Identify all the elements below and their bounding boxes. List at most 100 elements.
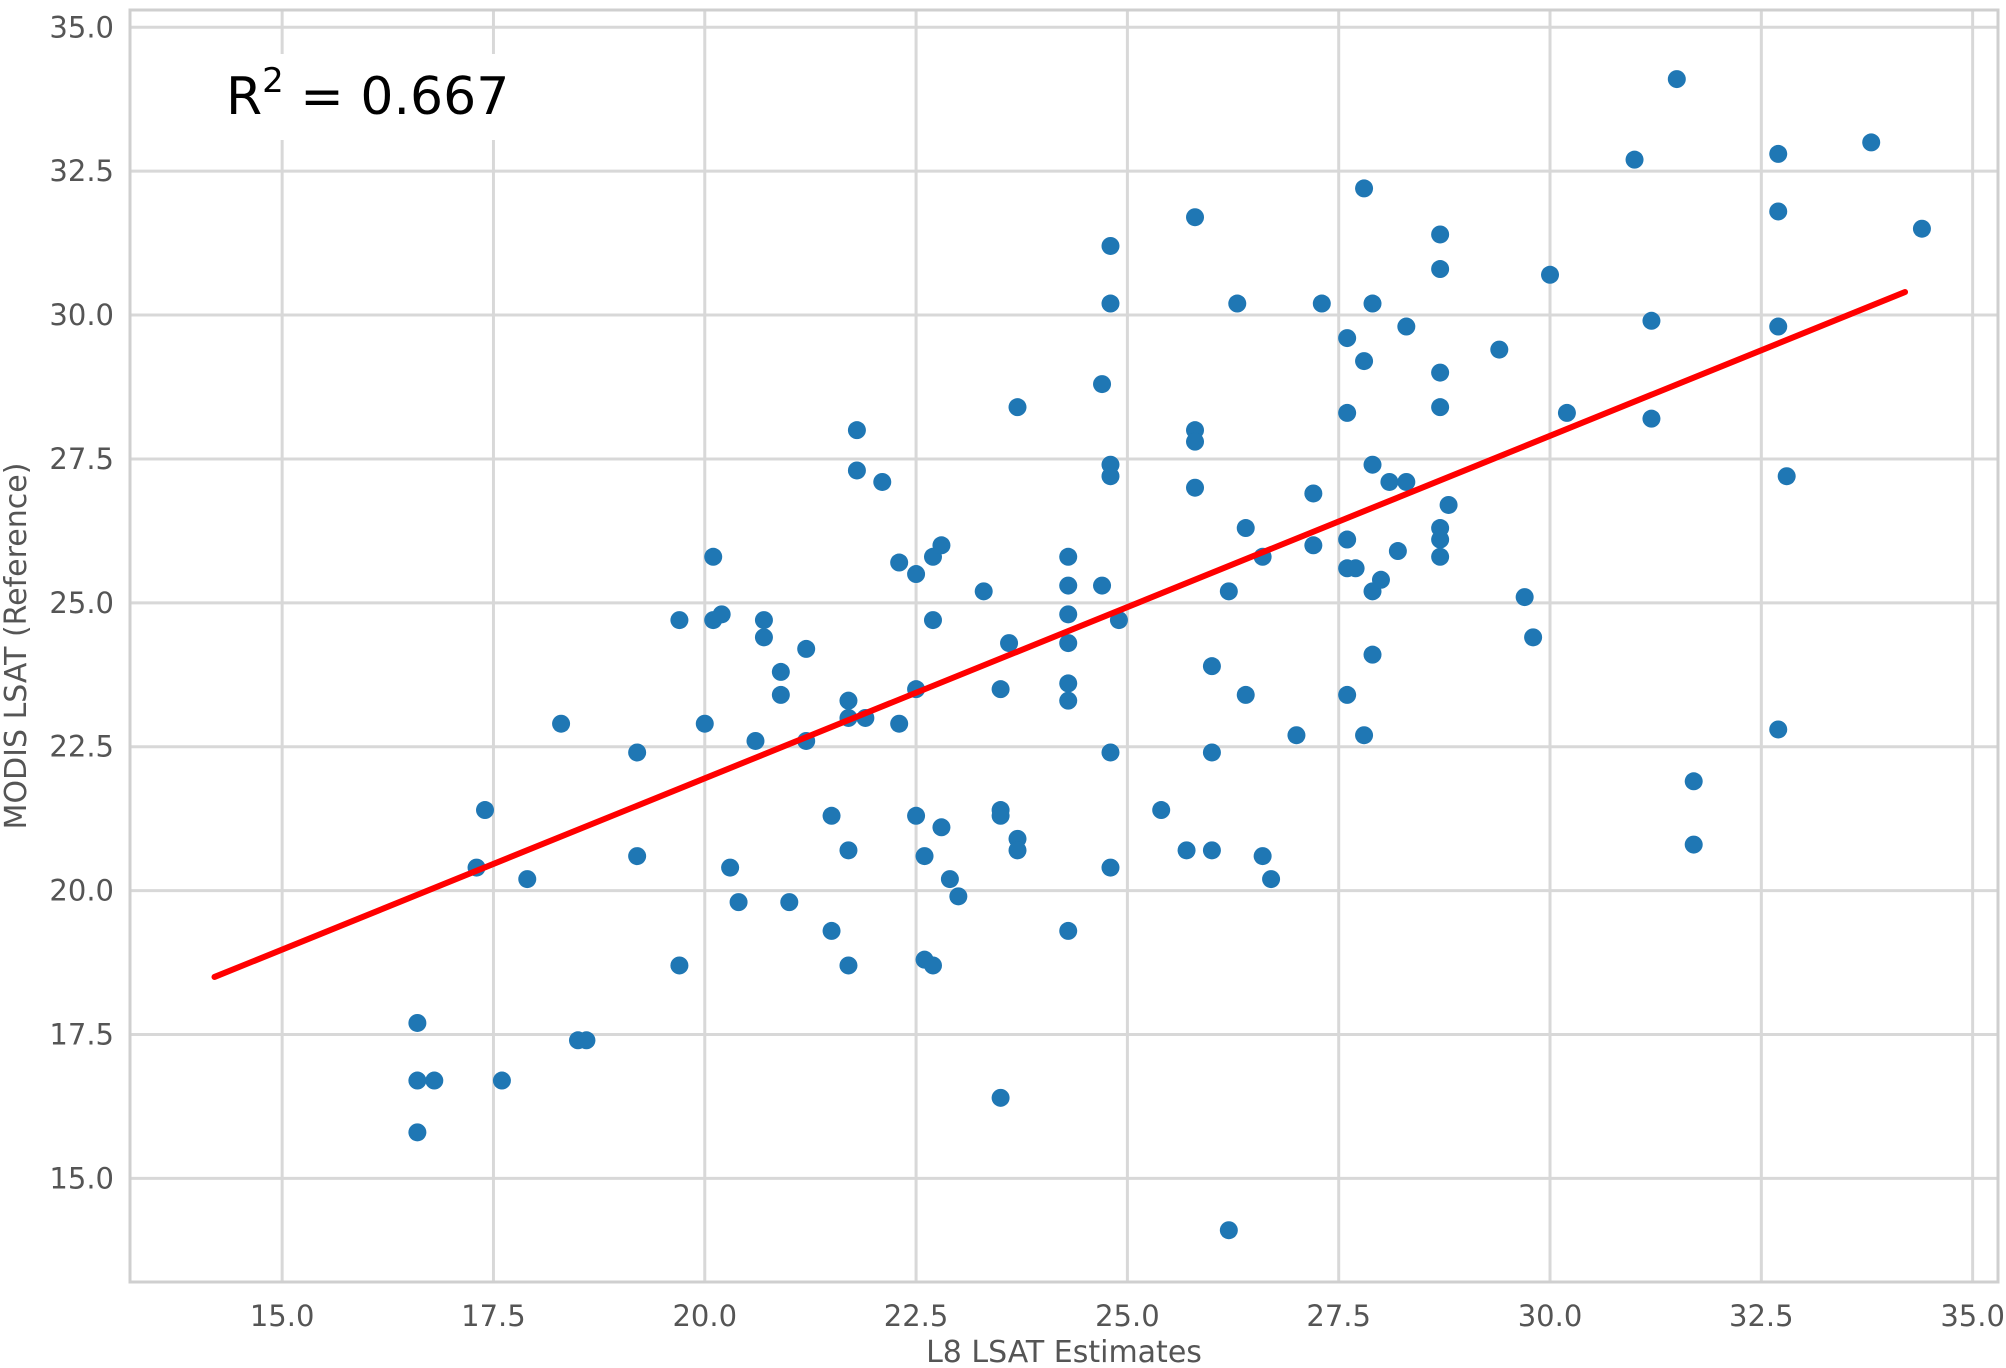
y-tick-label: 15.0 [49, 1161, 114, 1195]
data-point [974, 582, 993, 601]
data-point [839, 956, 858, 975]
data-point [1312, 294, 1331, 313]
data-point [932, 818, 951, 837]
x-tick-label: 25.0 [1095, 1299, 1160, 1333]
data-point [1431, 363, 1450, 382]
data-point [1059, 634, 1078, 653]
data-point [1304, 536, 1323, 555]
data-point [923, 956, 942, 975]
data-point [1109, 611, 1128, 630]
data-point [1397, 472, 1416, 491]
data-points [408, 70, 1931, 1240]
data-point [1262, 870, 1281, 889]
data-point [949, 887, 968, 906]
data-point [1219, 582, 1238, 601]
x-axis-label: L8 LSAT Estimates [926, 1335, 1202, 1368]
y-tick-label: 22.5 [49, 730, 114, 764]
data-point [1642, 409, 1661, 428]
plot-area [128, 8, 2000, 1284]
data-point [1625, 150, 1644, 169]
data-point [577, 1031, 596, 1050]
data-point [1093, 576, 1112, 595]
data-point [1371, 570, 1390, 589]
data-point [754, 628, 773, 647]
data-point [907, 565, 926, 584]
data-point [1008, 841, 1027, 860]
data-point [1388, 542, 1407, 561]
data-point [771, 662, 790, 681]
data-point [1515, 588, 1534, 607]
data-point [873, 472, 892, 491]
data-point [1059, 921, 1078, 940]
data-point [1338, 329, 1357, 348]
data-point [1304, 484, 1323, 503]
data-point [890, 553, 909, 572]
data-point [670, 956, 689, 975]
data-point [1431, 547, 1450, 566]
data-point [1186, 432, 1205, 451]
data-point [1202, 657, 1221, 676]
data-point [1777, 467, 1796, 486]
y-tick-label: 17.5 [49, 1018, 114, 1052]
data-point [1431, 530, 1450, 549]
data-point [1101, 236, 1120, 255]
data-point [1338, 530, 1357, 549]
data-point [408, 1123, 427, 1142]
data-point [1684, 835, 1703, 854]
data-point [1431, 225, 1450, 244]
data-point [492, 1071, 511, 1090]
data-point [780, 893, 799, 912]
data-point [1008, 398, 1027, 417]
data-point [746, 731, 765, 750]
data-point [552, 714, 571, 733]
data-point [1059, 605, 1078, 624]
data-point [907, 806, 926, 825]
data-point [628, 847, 647, 866]
x-tick-label: 15.0 [250, 1299, 315, 1333]
data-point [991, 806, 1010, 825]
data-point [1228, 294, 1247, 313]
data-point [1363, 645, 1382, 664]
data-point [1101, 294, 1120, 313]
y-tick-label: 35.0 [49, 10, 114, 44]
data-point [476, 801, 495, 820]
data-point [1355, 726, 1374, 745]
data-point [1769, 144, 1788, 163]
data-point [1912, 219, 1931, 238]
data-point [915, 847, 934, 866]
y-tick-label: 20.0 [49, 874, 114, 908]
data-point [771, 685, 790, 704]
data-point [425, 1071, 444, 1090]
r-squared-value: = 0.667 [283, 67, 510, 127]
data-point [1346, 559, 1365, 578]
data-point [729, 893, 748, 912]
data-point [1363, 455, 1382, 474]
y-gridlines [130, 25, 1998, 1180]
data-point [1186, 208, 1205, 227]
data-point [1338, 403, 1357, 422]
data-point [940, 870, 959, 889]
data-point [1059, 547, 1078, 566]
x-tick-label: 27.5 [1306, 1299, 1371, 1333]
data-point [721, 858, 740, 877]
y-axis-label: MODIS LSAT (Reference) [0, 463, 34, 830]
y-tick-label: 30.0 [49, 298, 114, 332]
data-point [1431, 260, 1450, 279]
x-tick-label: 17.5 [461, 1299, 526, 1333]
data-point [704, 547, 723, 566]
data-point [1355, 179, 1374, 198]
r-squared-annotation: R2 = 0.667 [198, 54, 509, 140]
data-point [1557, 403, 1576, 422]
data-point [822, 921, 841, 940]
data-point [1059, 674, 1078, 693]
data-point [1093, 375, 1112, 394]
data-point [1769, 720, 1788, 739]
data-point [839, 691, 858, 710]
r-squared-prefix: R [226, 67, 263, 127]
x-tick-label: 20.0 [672, 1299, 737, 1333]
data-point [754, 611, 773, 630]
data-point [1524, 628, 1543, 647]
data-point [1202, 743, 1221, 762]
data-point [1431, 398, 1450, 417]
data-point [1541, 265, 1560, 284]
